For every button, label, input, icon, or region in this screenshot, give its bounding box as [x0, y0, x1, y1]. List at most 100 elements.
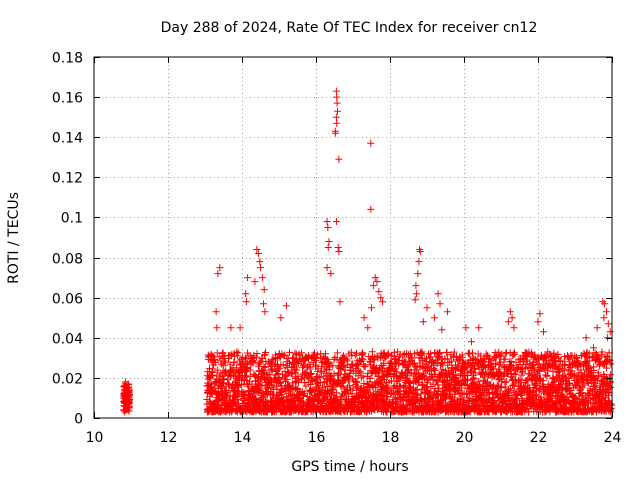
data-point: [276, 365, 284, 373]
data-point: [603, 308, 610, 316]
data-point: [300, 360, 308, 368]
data-point: [367, 139, 375, 147]
y-axis-label: ROTI / TECUs: [6, 192, 22, 284]
data-point: [466, 350, 473, 358]
data-point: [279, 394, 287, 401]
data-point: [230, 359, 238, 367]
data-point: [212, 308, 220, 316]
data-point: [251, 278, 259, 286]
data-point: [244, 349, 252, 357]
y-tick-label: 0: [74, 412, 83, 428]
y-tick-label: 0.1: [61, 211, 83, 227]
data-point: [332, 113, 340, 121]
data-point: [234, 395, 242, 403]
data-point: [334, 244, 342, 251]
data-point: [379, 298, 387, 306]
data-point: [224, 376, 232, 384]
data-point: [300, 389, 308, 397]
data-point: [324, 244, 332, 251]
data-point: [582, 334, 590, 342]
data-point: [219, 349, 227, 357]
data-point: [367, 205, 375, 213]
data-point: [275, 375, 283, 383]
data-point: [323, 218, 331, 225]
data-point: [283, 376, 291, 384]
data-point: [286, 348, 293, 356]
data-point: [286, 359, 293, 367]
data-point: [506, 308, 514, 316]
y-tick-label: 0.14: [52, 131, 83, 147]
data-point: [289, 370, 297, 378]
data-point: [215, 373, 223, 381]
data-point: [423, 304, 431, 312]
data-point: [593, 324, 601, 332]
data-point: [242, 298, 250, 306]
data-point: [361, 362, 369, 370]
y-tick-label: 0.08: [52, 252, 83, 268]
data-point: [333, 93, 341, 101]
data-point: [261, 363, 269, 371]
data-point: [327, 270, 335, 278]
chart-title: Day 288 of 2024, Rate Of TEC Index for r…: [161, 20, 538, 36]
y-tick-label: 0.06: [52, 292, 83, 308]
data-point: [368, 304, 375, 312]
data-point: [332, 87, 340, 95]
data-point: [510, 324, 518, 332]
data-point: [288, 379, 296, 387]
data-point: [297, 349, 305, 357]
data-point: [255, 360, 263, 368]
data-point: [430, 314, 438, 322]
data-point: [242, 354, 250, 362]
data-point: [257, 264, 264, 272]
data-point: [333, 99, 341, 107]
data-point: [540, 328, 547, 336]
data-point: [438, 326, 446, 334]
data-point: [504, 318, 512, 326]
data-point: [258, 274, 266, 282]
data-point: [323, 264, 331, 272]
data-point: [291, 349, 299, 357]
data-point: [257, 375, 264, 383]
data-point: [469, 349, 476, 357]
x-tick-label: 10: [86, 430, 104, 446]
y-tick-label: 0.04: [52, 332, 83, 348]
data-point: [443, 308, 451, 316]
data-point: [414, 270, 422, 278]
data-point: [436, 300, 444, 308]
data-point: [307, 381, 315, 388]
data-point: [325, 238, 333, 245]
data-point: [360, 314, 368, 322]
data-point: [467, 338, 475, 346]
grid-lines: [94, 57, 612, 418]
data-point: [260, 286, 268, 294]
data-point: [462, 324, 470, 332]
data-point: [415, 258, 423, 266]
data-point: [543, 372, 551, 379]
data-point: [434, 290, 442, 298]
data-point: [253, 350, 261, 357]
data-point: [375, 288, 383, 296]
data-point: [243, 376, 251, 384]
data-point: [209, 365, 217, 373]
data-point: [412, 282, 420, 290]
data-point: [249, 358, 257, 366]
data-point: [334, 107, 341, 115]
data-point: [369, 282, 377, 290]
x-tick-label: 14: [234, 430, 252, 446]
data-point: [268, 366, 276, 374]
data-point: [262, 349, 269, 356]
data-point: [302, 382, 310, 390]
data-point: [231, 352, 238, 360]
data-point: [373, 278, 381, 286]
data-point: [604, 320, 612, 328]
data-point: [293, 366, 301, 374]
data-point: [261, 308, 269, 316]
data-point: [221, 359, 229, 367]
data-point: [246, 366, 254, 374]
data-point: [214, 270, 222, 278]
data-point: [265, 371, 273, 379]
data-point: [209, 372, 217, 380]
x-tick-label: 20: [456, 430, 474, 446]
data-point: [475, 324, 483, 332]
data-point: [212, 359, 220, 366]
